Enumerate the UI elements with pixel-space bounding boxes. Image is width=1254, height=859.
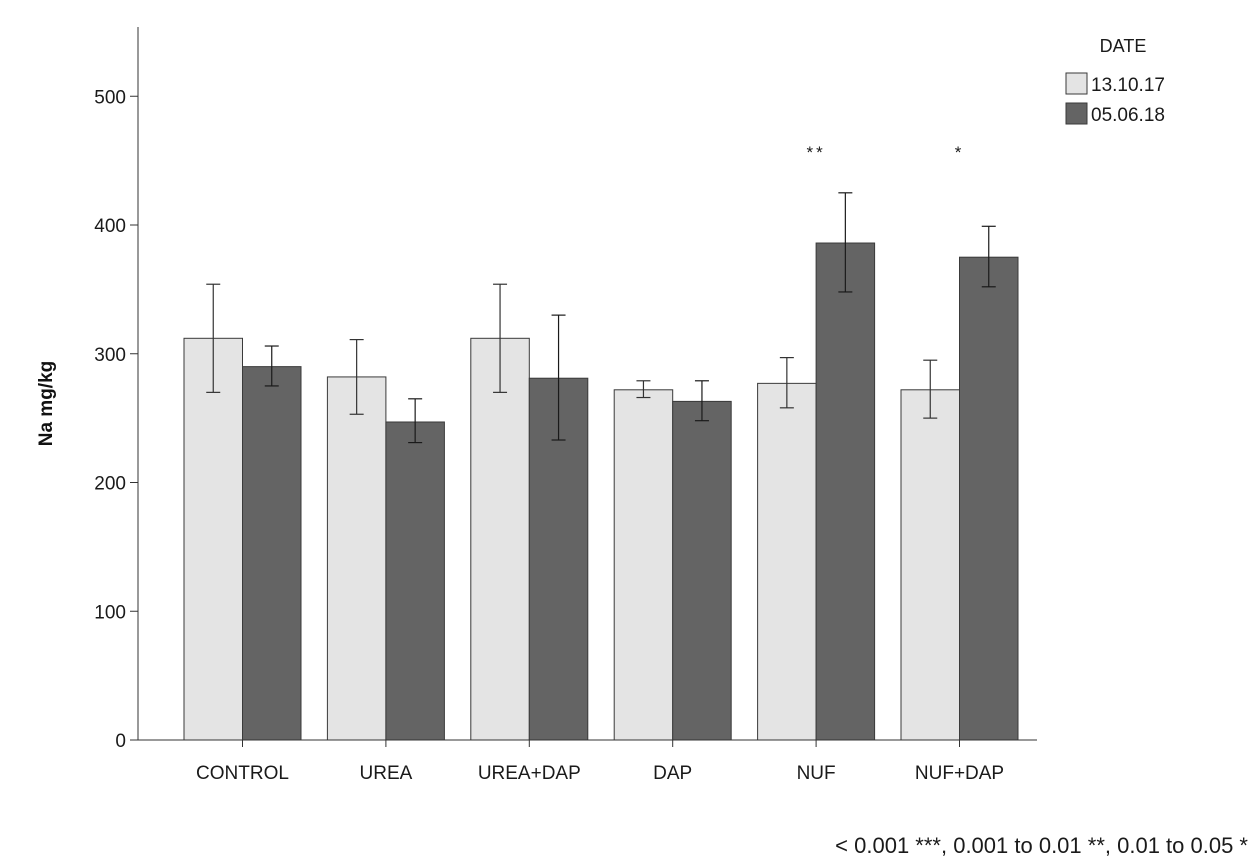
- bars-layer: [183, 242, 1019, 741]
- y-tick-label: 0: [115, 731, 126, 752]
- significance-footnote: < 0.001 ***, 0.001 to 0.01 **, 0.01 to 0…: [835, 833, 1248, 858]
- legend-label: 05.06.18: [1091, 105, 1165, 126]
- legend-swatch: [1065, 72, 1088, 95]
- bar: [242, 366, 302, 741]
- x-tick-label: NUF+DAP: [915, 763, 1004, 784]
- y-tick-label: 400: [94, 216, 126, 237]
- legend: DATE 13.10.17 05.06.18: [1065, 36, 1165, 126]
- legend-label: 13.10.17: [1091, 75, 1165, 96]
- x-tick-label: UREA+DAP: [478, 763, 581, 784]
- bar: [959, 256, 1019, 741]
- y-tick-label: 300: [94, 345, 126, 366]
- y-tick-label: 200: [94, 474, 126, 495]
- significance-marker: *: [955, 143, 965, 162]
- x-tick-label: UREA: [360, 763, 413, 784]
- labels-layer: CONTROL UREA UREA+DAP DAP NUF NUF+DAP** *01002…: [36, 87, 1004, 784]
- bar: [470, 337, 530, 741]
- legend-title: DATE: [1100, 36, 1147, 56]
- legend-swatch: [1065, 102, 1088, 125]
- bar: [613, 389, 674, 741]
- y-tick-label: 500: [94, 87, 126, 108]
- bar: [757, 382, 817, 741]
- bar: [672, 400, 732, 741]
- axes-layer: [130, 27, 1037, 747]
- bar: [900, 389, 960, 741]
- bar: [385, 421, 445, 741]
- y-tick-label: 100: [94, 602, 126, 623]
- x-tick-label: DAP: [653, 763, 692, 784]
- error-bars-layer: [206, 192, 996, 444]
- y-axis-label: Na mg/kg: [36, 361, 57, 447]
- x-tick-label: CONTROL: [196, 763, 289, 784]
- bar: [183, 337, 243, 741]
- bar: [815, 242, 876, 741]
- x-tick-label: NUF: [797, 763, 836, 784]
- bar: [326, 376, 387, 741]
- significance-marker: **: [806, 143, 825, 162]
